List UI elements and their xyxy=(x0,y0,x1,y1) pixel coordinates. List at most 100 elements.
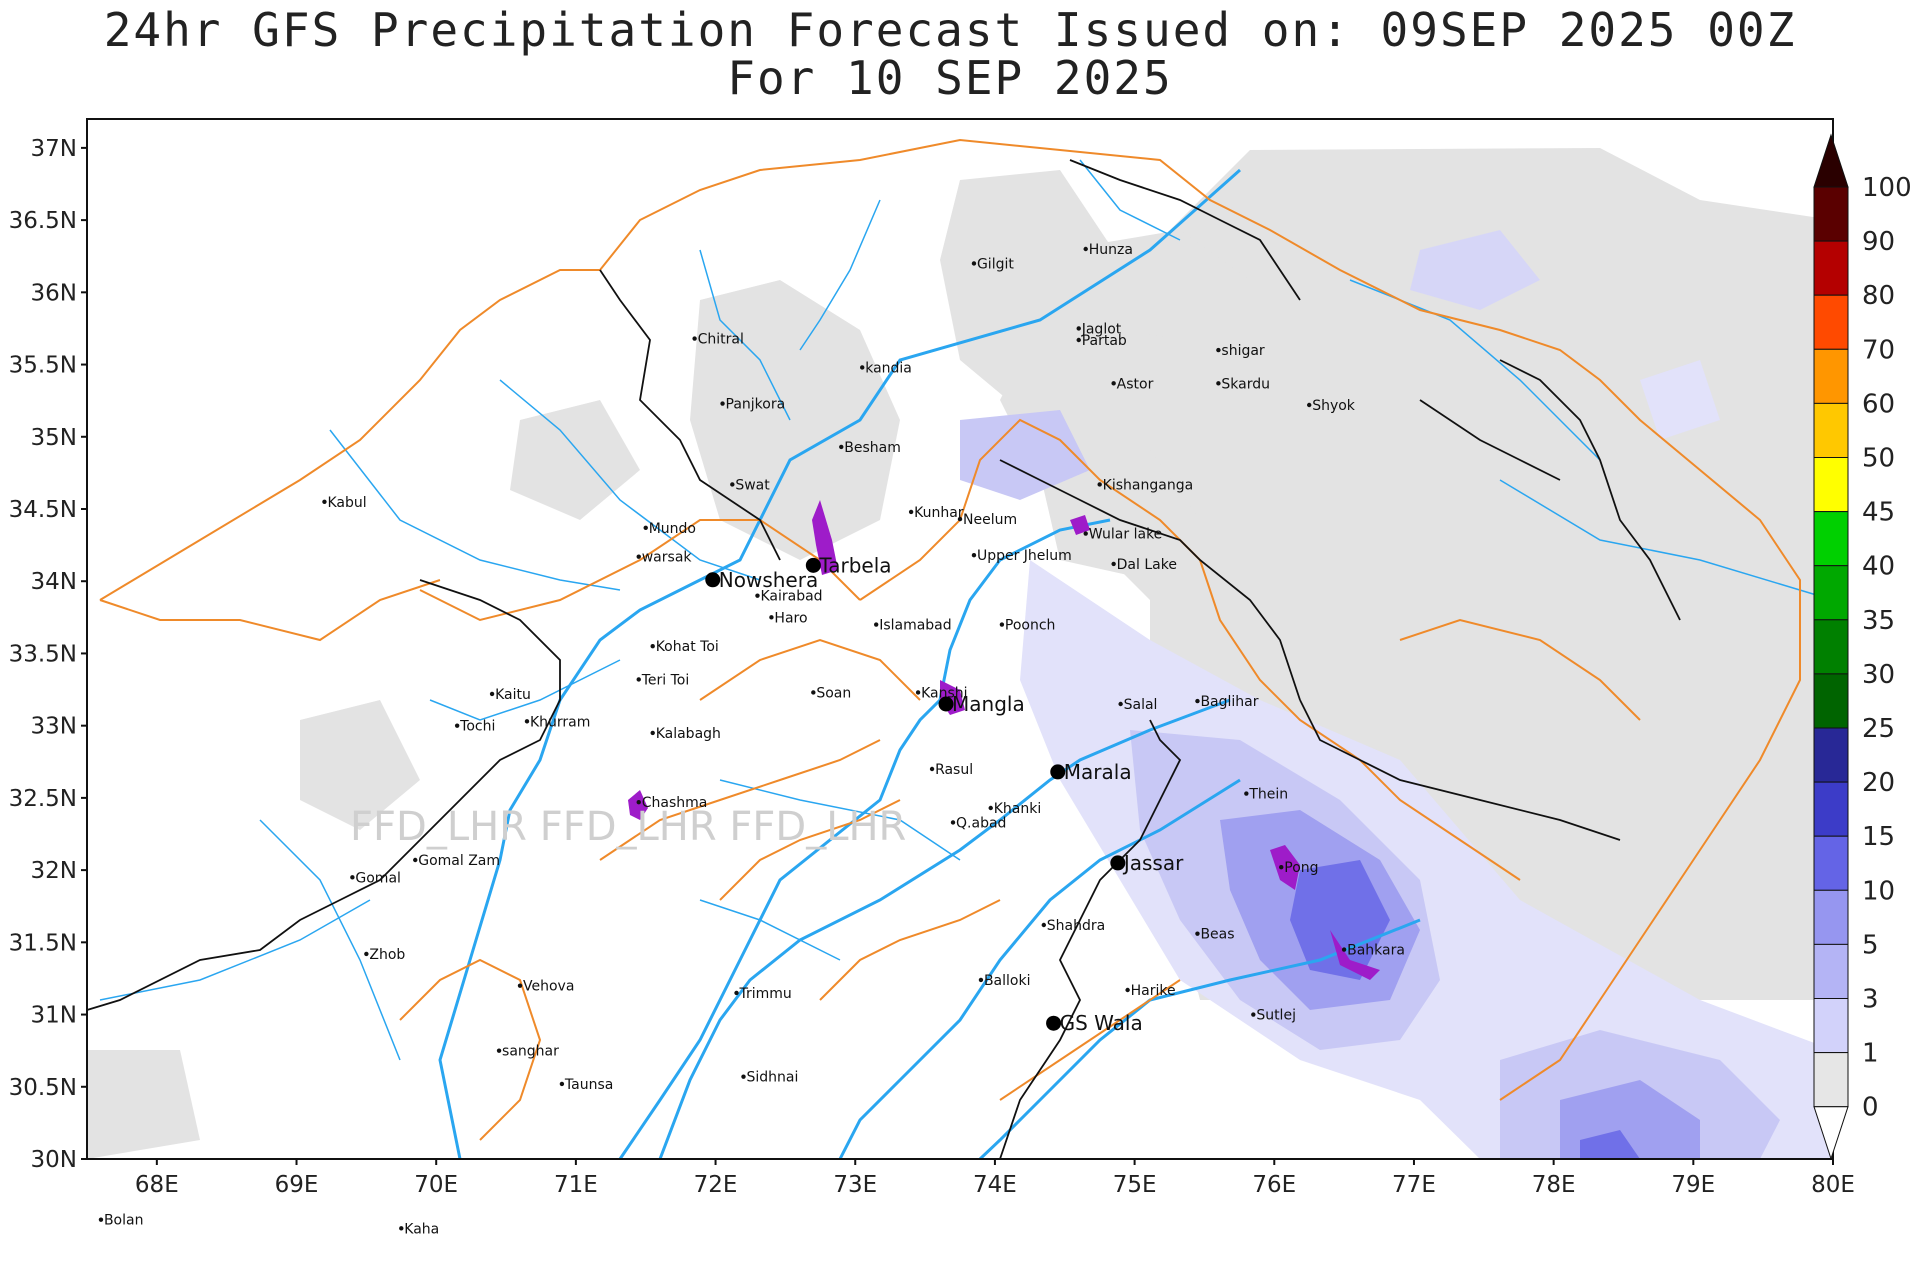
place-label: Haro xyxy=(774,610,807,626)
place-marker xyxy=(1097,482,1102,487)
place-marker xyxy=(971,553,977,558)
lon-tick-label: 77E xyxy=(1392,1172,1436,1198)
lon-tick-label: 79E xyxy=(1671,1172,1715,1198)
place-label: Sidhnai xyxy=(746,1070,798,1086)
place-marker xyxy=(860,365,865,370)
legend-swatch xyxy=(1813,781,1849,837)
lat-tick-label: 34N xyxy=(31,569,77,595)
place-label: Balloki xyxy=(984,973,1031,989)
legend-label: 50 xyxy=(1862,444,1895,474)
legend-swatch xyxy=(1813,998,1849,1054)
place-label: Kunhar xyxy=(914,505,964,521)
lon-tick-label: 69E xyxy=(275,1172,319,1198)
dam-label: Mangla xyxy=(952,692,1025,716)
lon-tick-label: 78E xyxy=(1532,1172,1576,1198)
lon-tick-label: 80E xyxy=(1811,1172,1855,1198)
lat-tick-label: 36N xyxy=(31,280,77,306)
place-label: sanghar xyxy=(502,1044,559,1060)
place-marker xyxy=(517,983,523,988)
place-marker xyxy=(999,622,1005,627)
place-label: Panjkora xyxy=(726,397,786,413)
place-marker xyxy=(489,691,495,697)
place-label: Mundo xyxy=(649,521,696,537)
lon-tick-label: 68E xyxy=(135,1172,179,1198)
lat-tick-label: 33N xyxy=(31,714,77,740)
place-marker xyxy=(957,516,963,522)
place-marker xyxy=(873,622,879,627)
place-label: Hunza xyxy=(1089,242,1133,258)
place-marker xyxy=(755,593,760,598)
lon-tick-label: 76E xyxy=(1252,1172,1296,1198)
place-marker xyxy=(769,615,774,620)
place-marker xyxy=(643,525,648,530)
legend-label: 0 xyxy=(1862,1093,1879,1123)
place-label: Bolan xyxy=(104,1213,144,1229)
place-marker xyxy=(1195,931,1200,936)
lat-tick-label: 35N xyxy=(31,425,77,451)
lat-tick-label: 31N xyxy=(31,1003,77,1029)
dam-marker xyxy=(1046,1015,1062,1031)
watermark: FFD_LHR FFD_LHR FFD_LHR xyxy=(350,804,906,850)
legend-swatch xyxy=(1813,457,1849,513)
legend-label: 80 xyxy=(1862,281,1895,311)
lat-tick-label: 32.5N xyxy=(9,786,77,812)
place-label: Baglihar xyxy=(1200,694,1258,710)
lon-tick-label: 73E xyxy=(833,1172,877,1198)
place-label: Khanki xyxy=(994,801,1042,817)
place-marker xyxy=(1076,337,1081,343)
legend-swatch xyxy=(1813,348,1849,404)
legend-label: 35 xyxy=(1862,606,1895,636)
place-marker xyxy=(929,766,935,772)
place-label: Thein xyxy=(1248,787,1288,803)
place-label: Taunsa xyxy=(564,1077,613,1093)
place-marker xyxy=(322,499,327,504)
lat-tick-label: 35.5N xyxy=(9,353,77,379)
lat-tick-label: 34.5N xyxy=(9,497,77,523)
lon-tick-label: 70E xyxy=(414,1172,458,1198)
place-label: Vehova xyxy=(523,979,574,995)
lon-tick-label: 75E xyxy=(1113,1172,1157,1198)
legend-label: 15 xyxy=(1862,822,1895,852)
place-label: Soan xyxy=(816,685,851,701)
place-marker xyxy=(839,444,844,450)
place-label: Kishanganga xyxy=(1103,477,1194,493)
place-marker xyxy=(98,1217,104,1222)
place-marker xyxy=(734,990,739,996)
legend-swatch xyxy=(1813,402,1849,458)
place-label: Partab xyxy=(1082,333,1127,349)
place-marker xyxy=(559,1081,565,1087)
place-marker xyxy=(1307,402,1312,408)
basin-boundaries xyxy=(99,138,1801,1141)
lon-tick-label: 72E xyxy=(694,1172,738,1198)
lat-tick-label: 32N xyxy=(31,858,77,884)
place-marker xyxy=(364,951,369,957)
place-marker xyxy=(811,690,816,695)
dam-marker xyxy=(805,557,821,573)
legend-label: 45 xyxy=(1862,498,1895,528)
dam-marker xyxy=(705,572,721,588)
place-label: Chitral xyxy=(698,332,744,348)
place-marker xyxy=(636,800,641,805)
place-label: Kalabagh xyxy=(656,726,721,742)
place-label: Kanshi xyxy=(921,685,967,701)
place-marker xyxy=(692,336,697,341)
legend-swatch xyxy=(1813,511,1849,567)
place-marker xyxy=(650,644,655,649)
place-label: Neelum xyxy=(963,512,1017,528)
place-label: Gilgit xyxy=(977,256,1014,272)
place-marker xyxy=(1251,1012,1256,1017)
place-marker xyxy=(908,509,914,515)
place-marker xyxy=(915,690,921,695)
legend-swatch xyxy=(1813,835,1849,891)
legend-label: 1 xyxy=(1862,1039,1879,1069)
legend-label: 20 xyxy=(1862,768,1895,798)
place-marker xyxy=(636,677,641,682)
place-label: Besham xyxy=(844,440,901,456)
map-title: 24hr GFS Precipitation Forecast Issued o… xyxy=(0,6,1900,102)
place-marker xyxy=(454,723,460,728)
place-marker xyxy=(1341,947,1347,952)
legend-swatch xyxy=(1813,240,1849,296)
place-label: Dal Lake xyxy=(1117,557,1177,573)
place-label: Sutlej xyxy=(1256,1008,1296,1024)
